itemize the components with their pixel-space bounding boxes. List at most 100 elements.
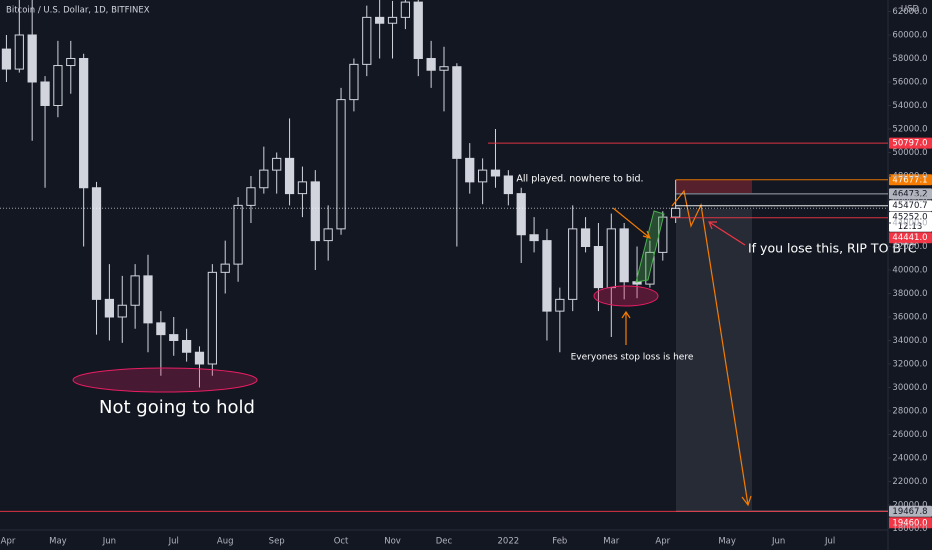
- y-tick-label: 34000.0: [892, 336, 927, 346]
- candle-body: [79, 57, 89, 189]
- candle-body: [580, 228, 591, 247]
- price-badge-label: 44441.0: [892, 233, 927, 243]
- candle-body: [413, 1, 423, 59]
- price-badge: [889, 211, 932, 232]
- y-tick-label: 28000.0: [892, 406, 927, 416]
- y-tick-label: 36000.0: [892, 312, 927, 322]
- annotation: Everyones stop loss is here: [571, 353, 694, 363]
- x-tick-label: Jul: [824, 537, 835, 547]
- chart-title: Bitcoin / U.S. Dollar, 1D, BITFINEX: [6, 6, 150, 16]
- y-tick-label: 40000.0: [892, 265, 927, 275]
- y-tick-label: 20000.0: [892, 500, 927, 510]
- price-badge: [889, 137, 932, 149]
- y-tick-label: 38000.0: [892, 289, 927, 299]
- x-tick-label: Mar: [603, 537, 620, 547]
- annotation: If you lose this, RIP TO BTC: [748, 241, 917, 256]
- ellipse-drawing: [593, 285, 659, 307]
- y-tick-label: 52000.0: [892, 124, 927, 134]
- countdown: 12:13: [898, 222, 923, 232]
- x-tick-label: May: [718, 537, 736, 547]
- candle-body: [169, 334, 179, 341]
- candle-body: [194, 351, 205, 365]
- candle-body: [207, 271, 217, 365]
- x-tick-label: Apr: [1, 537, 16, 547]
- candle-body: [452, 66, 462, 159]
- x-tick-label: Dec: [436, 537, 453, 547]
- y-tick-label: 22000.0: [892, 477, 927, 487]
- x-tick-label: Oct: [334, 537, 349, 547]
- price-badge-label: 50797.0: [892, 139, 927, 149]
- arrow: [612, 207, 652, 239]
- y-tick-label: 26000.0: [892, 430, 927, 440]
- candle-body: [220, 263, 230, 273]
- candle-body: [375, 16, 385, 24]
- candle-body: [593, 245, 604, 289]
- y-tick-label: 24000.0: [892, 453, 927, 463]
- candle-body: [323, 228, 333, 242]
- y-tick-label: 18000.0: [892, 524, 927, 534]
- candle-body: [66, 57, 76, 67]
- x-tick-label: Nov: [384, 537, 401, 547]
- arrow: [621, 310, 631, 345]
- arrows: [612, 189, 752, 507]
- x-tick-label: Apr: [655, 537, 670, 547]
- arrow: [708, 221, 746, 246]
- price-badge-label: 45252.0: [892, 213, 927, 223]
- price-badge-label: 19467.8: [892, 507, 927, 517]
- candle-body: [619, 228, 629, 283]
- price-badge-label: 19460.0: [892, 518, 927, 528]
- candle-body: [233, 204, 243, 265]
- candle-body: [349, 63, 359, 101]
- target-zone: [676, 209, 752, 510]
- candle-body: [426, 57, 436, 71]
- x-tick-label: Jun: [771, 537, 785, 547]
- candle-body: [143, 275, 153, 324]
- candle-body: [1, 48, 12, 70]
- candle-body: [336, 99, 346, 230]
- candle-body: [53, 65, 63, 106]
- y-tick-label: 62000.0: [892, 7, 927, 17]
- candle-body: [181, 339, 192, 353]
- candle-body: [130, 275, 140, 306]
- candle-body: [568, 228, 578, 300]
- price-badge: [889, 517, 932, 529]
- price-badge: [889, 200, 932, 212]
- x-tick-label: Jul: [168, 537, 179, 547]
- candle-body: [272, 157, 282, 171]
- stop-zone: [676, 180, 752, 193]
- candle-body: [259, 169, 269, 189]
- candle-body: [400, 1, 411, 18]
- price-badge-label: 46473.2: [892, 189, 927, 199]
- x-tick-label: 2022: [498, 537, 520, 547]
- price-badge: [889, 188, 932, 200]
- y-tick-label: 42000.0: [892, 242, 927, 252]
- candle-body: [542, 240, 552, 312]
- candle-body: [606, 228, 616, 289]
- arrow-path: [671, 189, 752, 507]
- candle-body: [40, 81, 50, 106]
- candle-body: [91, 187, 102, 300]
- candle-body: [14, 34, 24, 70]
- x-tick-label: Feb: [552, 537, 567, 547]
- currency-label: USD: [901, 5, 920, 15]
- candle-body: [297, 181, 308, 195]
- price-badge: [889, 505, 932, 517]
- y-tick-label: 30000.0: [892, 383, 927, 393]
- annotation: All played. nowhere to bid.: [516, 174, 643, 185]
- candle-body: [156, 322, 166, 336]
- candle-body: [310, 181, 320, 242]
- y-tick-label: 46000.0: [892, 195, 927, 205]
- y-tick-label: 58000.0: [892, 54, 927, 64]
- y-tick-label: 32000.0: [892, 359, 927, 369]
- price-badge-label: 45470.7: [892, 201, 927, 211]
- candle-body: [503, 175, 513, 195]
- candle-body: [439, 66, 449, 71]
- candle-body: [465, 157, 475, 183]
- price-badge-label: 47677.1: [892, 175, 927, 185]
- candle-body: [490, 169, 501, 177]
- candle-body: [246, 187, 256, 206]
- y-tick-label: 56000.0: [892, 77, 927, 87]
- candle-body: [555, 298, 565, 312]
